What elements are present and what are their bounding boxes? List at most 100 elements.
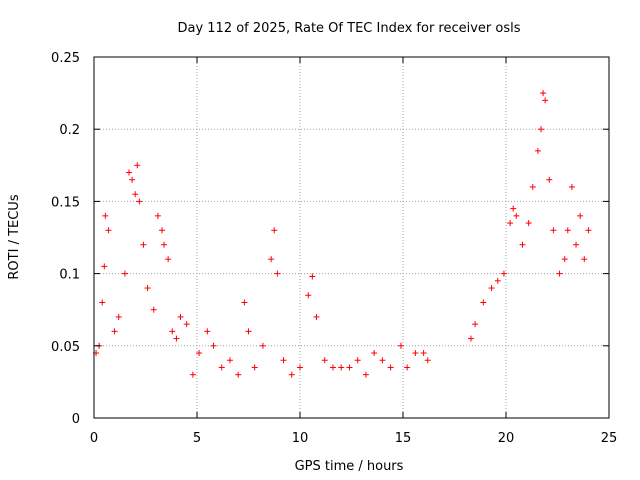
data-point — [305, 292, 312, 299]
data-point — [561, 256, 568, 263]
data-point — [280, 357, 287, 364]
data-point — [115, 313, 122, 320]
data-point — [161, 241, 168, 248]
data-point — [259, 342, 266, 349]
data-point — [513, 212, 520, 219]
data-point — [177, 313, 184, 320]
data-point — [105, 227, 112, 234]
data-point — [210, 342, 217, 349]
data-point — [488, 285, 495, 292]
data-point — [412, 350, 419, 357]
data-point — [542, 97, 549, 104]
data-point — [472, 321, 479, 328]
y-tick-label: 0 — [72, 412, 80, 427]
data-point — [494, 277, 501, 284]
data-point — [371, 350, 378, 357]
data-point — [189, 371, 196, 378]
x-tick-label: 15 — [395, 431, 412, 446]
data-point — [507, 220, 514, 227]
data-point — [169, 328, 176, 335]
data-point — [154, 212, 161, 219]
x-tick-label: 5 — [193, 431, 201, 446]
data-point — [529, 183, 536, 190]
data-point — [424, 357, 431, 364]
data-point — [288, 371, 295, 378]
data-point — [500, 270, 507, 277]
data-point — [226, 357, 233, 364]
data-point — [140, 241, 147, 248]
data-point — [540, 90, 547, 97]
y-tick-label: 0.2 — [59, 123, 80, 138]
x-tick-label: 0 — [90, 431, 98, 446]
data-point — [204, 328, 211, 335]
axis-ticks: 0 5 10 15 20 25 0 0.05 0.1 0.15 0.2 0.25 — [51, 51, 617, 446]
data-point — [550, 227, 557, 234]
data-point — [251, 364, 258, 371]
y-tick-label: 0.15 — [51, 195, 80, 210]
data-point — [525, 220, 532, 227]
data-point — [132, 191, 139, 198]
data-point — [577, 212, 584, 219]
y-tick-label: 0.1 — [59, 268, 80, 283]
chart-title: Day 112 of 2025, Rate Of TEC Index for r… — [177, 21, 520, 36]
data-point — [150, 306, 157, 313]
data-point — [235, 371, 242, 378]
data-point — [136, 198, 143, 205]
data-point — [309, 273, 316, 280]
data-point — [556, 270, 563, 277]
data-point — [173, 335, 180, 342]
data-point — [519, 241, 526, 248]
data-point — [183, 321, 190, 328]
y-tick-label: 0.25 — [51, 51, 80, 66]
data-point — [99, 299, 106, 306]
data-point — [387, 364, 394, 371]
plot-frame — [93, 56, 610, 419]
data-point — [313, 313, 320, 320]
data-point — [467, 335, 474, 342]
grid-lines — [94, 57, 609, 418]
data-point — [546, 176, 553, 183]
data-point — [121, 270, 128, 277]
data-point — [129, 176, 136, 183]
data-point — [581, 256, 588, 263]
data-point — [111, 328, 118, 335]
data-point — [534, 147, 541, 154]
data-point — [241, 299, 248, 306]
y-tick-label: 0.05 — [51, 340, 80, 355]
data-point — [573, 241, 580, 248]
data-point — [268, 256, 275, 263]
data-point — [274, 270, 281, 277]
data-point — [297, 364, 303, 371]
data-point — [538, 126, 545, 133]
data-point — [126, 169, 133, 176]
data-point — [218, 364, 225, 371]
x-tick-label: 25 — [601, 431, 618, 446]
data-point — [397, 342, 404, 349]
data-point — [362, 371, 369, 378]
x-tick-label: 20 — [498, 431, 515, 446]
y-axis-label: ROTI / TECUs — [7, 194, 22, 279]
data-point — [321, 357, 328, 364]
x-axis-label: GPS time / hours — [295, 459, 404, 474]
data-point — [568, 183, 575, 190]
data-point — [354, 357, 361, 364]
data-point — [510, 205, 517, 212]
data-point — [338, 364, 345, 371]
data-points — [93, 90, 592, 378]
data-point — [329, 364, 336, 371]
data-point — [480, 299, 487, 306]
data-point — [196, 350, 203, 357]
data-point — [102, 212, 109, 219]
data-point — [165, 256, 172, 263]
x-tick-label: 10 — [292, 431, 309, 446]
data-point — [158, 227, 165, 234]
data-point — [404, 364, 411, 371]
data-point — [144, 285, 151, 292]
data-point — [346, 364, 353, 371]
data-point — [420, 350, 427, 357]
data-point — [564, 227, 571, 234]
data-point — [101, 263, 108, 270]
data-point — [585, 227, 592, 234]
